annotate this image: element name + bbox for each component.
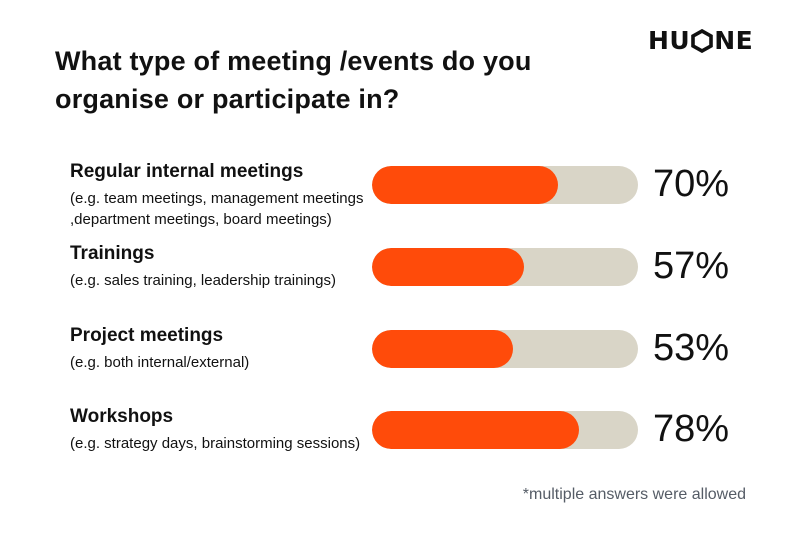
bar-track xyxy=(372,166,638,204)
category-label: Project meetings xyxy=(70,325,224,346)
data-label: 57% xyxy=(653,245,730,287)
huone-logo: HU NE xyxy=(648,26,753,56)
bar xyxy=(372,330,513,368)
category-example-line: (e.g. strategy days, brainstorming sessi… xyxy=(70,435,361,452)
data-label: 53% xyxy=(653,327,730,369)
bar-row: Project meetings (e.g. both internal/ext… xyxy=(0,324,800,404)
category-label: Trainings xyxy=(70,243,155,264)
data-label: 78% xyxy=(653,408,730,450)
logo-text-right: NE xyxy=(714,26,754,55)
data-label: 70% xyxy=(653,163,730,205)
category-label: Workshops xyxy=(70,406,174,427)
bar-track xyxy=(372,330,638,368)
category-example-line: (e.g. team meetings, management meetings xyxy=(70,190,364,207)
footnote: *multiple answers were allowed xyxy=(522,486,746,503)
bar xyxy=(372,248,524,286)
category-examples: (e.g. both internal/external) xyxy=(70,352,249,373)
category-examples: (e.g. strategy days, brainstorming sessi… xyxy=(70,433,360,454)
bar-track xyxy=(372,411,638,449)
chart-title-line-2: organise or participate in? xyxy=(55,84,400,114)
bar-track xyxy=(372,248,638,286)
chart-title-line-1: What type of meeting /events do you xyxy=(55,46,532,76)
chart-title: What type of meeting /events do you orga… xyxy=(55,42,615,118)
bar xyxy=(372,166,559,204)
category-example-line: (e.g. sales training, leadership trainin… xyxy=(70,272,336,289)
logo-text-left: HU xyxy=(648,26,691,55)
category-example-line: (e.g. both internal/external) xyxy=(70,354,250,371)
category-example-line: ,department meetings, board meetings) xyxy=(70,211,332,228)
category-examples: (e.g. team meetings, management meetings… xyxy=(70,188,363,230)
hexagon-o-icon xyxy=(691,29,714,53)
bar-row: Regular internal meetings (e.g. team mee… xyxy=(0,160,800,240)
bar-row: Trainings (e.g. sales training, leadersh… xyxy=(0,242,800,322)
category-examples: (e.g. sales training, leadership trainin… xyxy=(70,270,336,291)
category-label: Regular internal meetings xyxy=(70,161,304,182)
bar xyxy=(372,411,580,449)
bar-row: Workshops (e.g. strategy days, brainstor… xyxy=(0,405,800,485)
